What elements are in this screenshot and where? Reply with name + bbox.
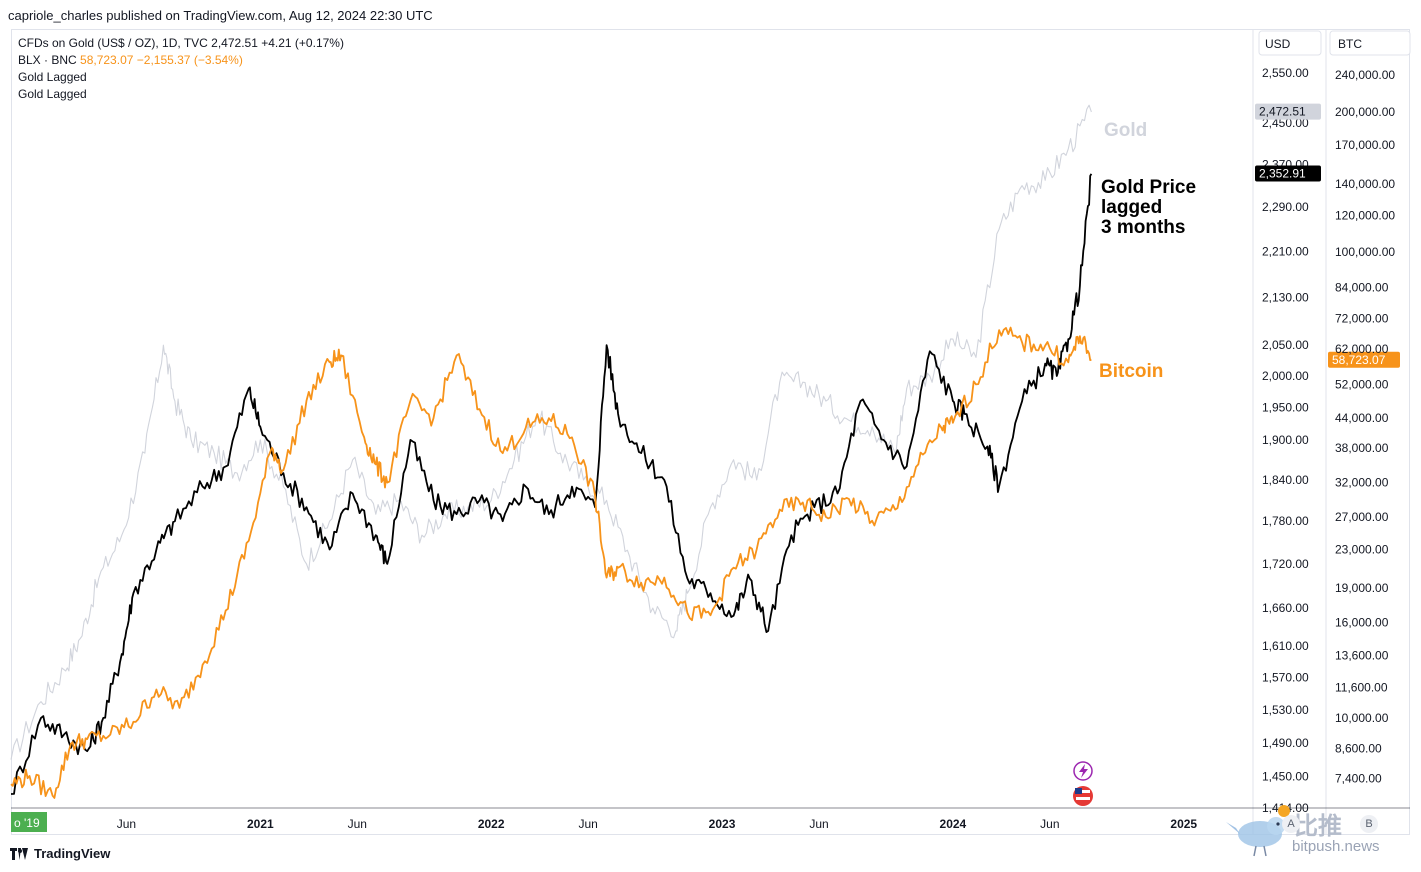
x-tick-label: Jun (117, 817, 136, 831)
x-tick-label: 2025 (1170, 817, 1197, 831)
x-tick-label: Jun (348, 817, 367, 831)
annotation-gold: Gold (1104, 120, 1147, 141)
btc-tick-label: 52,000.00 (1335, 377, 1389, 391)
usd-currency-box[interactable] (1258, 30, 1322, 56)
x-tick-label: 2022 (478, 817, 505, 831)
btc-tick-label: 27,000.00 (1335, 510, 1389, 524)
btc-tick-label: 62,000.00 (1335, 342, 1389, 356)
flag-canton (1075, 788, 1082, 794)
range-start-box[interactable] (11, 812, 47, 832)
gold-price-tag-label: 2,472.51 (1259, 105, 1306, 119)
annotation-gold-lagged-line: Gold Price (1101, 177, 1196, 198)
usd-tick-label: 1,720.00 (1262, 557, 1309, 571)
chart-legend: CFDs on Gold (US$ / OZ), 1D, TVC 2,472.5… (18, 35, 344, 103)
legend-gold-change: +4.21 (+0.17%) (261, 36, 344, 50)
btc-tick-label: 13,600.00 (1335, 649, 1389, 663)
usd-tick-label: 2,290.00 (1262, 200, 1309, 214)
tradingview-icon (10, 847, 28, 860)
x-tick-label: 2024 (940, 817, 967, 831)
usd-tick-label: 1,950.00 (1262, 401, 1309, 415)
usd-tick-label: 1,660.00 (1262, 601, 1309, 615)
gold-price-tag-box (1255, 103, 1321, 120)
flag-stripe (1076, 790, 1090, 793)
auto-scale-button[interactable]: A (1282, 815, 1300, 833)
usd-tick-label: 2,210.00 (1262, 245, 1309, 259)
btc-tick-label: 11,600.00 (1335, 681, 1388, 695)
publisher-header: capriole_charles published on TradingVie… (8, 8, 433, 23)
usd-tick-label: 2,550.00 (1262, 66, 1309, 80)
usd-tick-label: 1,450.00 (1262, 770, 1309, 784)
annotation-gold-lagged-line: lagged (1101, 197, 1162, 218)
btc-price-tag-label: 58,723.07 (1332, 353, 1386, 367)
chart-frame[interactable] (11, 29, 1410, 835)
flag-stripe (1076, 797, 1090, 800)
legend-gold-symbol: CFDs on Gold (US$ / OZ), 1D, TVC (18, 36, 208, 50)
usd-tick-label: 2,000.00 (1262, 369, 1309, 383)
legend-lagged-row-2[interactable]: Gold Lagged (18, 87, 87, 101)
btc-tick-label: 72,000.00 (1335, 312, 1389, 326)
b-button[interactable]: B (1360, 815, 1378, 833)
usd-tick-label: 1,900.00 (1262, 433, 1309, 447)
btc-currency-box[interactable] (1329, 30, 1411, 56)
bitpush-site-text: bitpush.news (1292, 838, 1380, 855)
tradingview-logo[interactable]: TradingView (10, 846, 110, 861)
lightning-icon (1079, 764, 1088, 778)
annotation-gold-lagged-line: 3 months (1101, 217, 1185, 238)
bitpush-cn-text: 比推 (1294, 813, 1342, 840)
btc-tick-label: 100,000.00 (1335, 245, 1395, 259)
usd-tick-label: 1,490.00 (1262, 736, 1309, 750)
btc-tick-label: 38,000.00 (1335, 441, 1389, 455)
usd-tick-label: 2,050.00 (1262, 338, 1309, 352)
usd-currency-label: USD (1265, 37, 1291, 51)
gold-lagged-price-tag-box (1255, 165, 1321, 182)
btc-currency-label: BTC (1338, 37, 1362, 51)
legend-btc-symbol: BLX · BNC (18, 53, 77, 67)
x-tick-label: Jun (1040, 817, 1059, 831)
usd-tick-label: 1,840.00 (1262, 473, 1309, 487)
bird-icon (1226, 805, 1294, 857)
range-start-label: o '19 (14, 816, 40, 830)
btc-tick-label: 10,000.00 (1335, 711, 1389, 725)
btc-tick-label: 200,000.00 (1335, 105, 1395, 119)
x-tick-label: Jun (578, 817, 597, 831)
legend-btc-price: 58,723.07 (80, 53, 134, 67)
legend-lagged-row-1[interactable]: Gold Lagged (18, 70, 87, 84)
btc-price-tag-box (1328, 351, 1400, 368)
btc-tick-label: 8,600.00 (1335, 741, 1382, 755)
btc-tick-label: 7,400.00 (1335, 772, 1382, 786)
btc-tick-label: 23,000.00 (1335, 542, 1389, 556)
usd-tick-label: 1,570.00 (1262, 671, 1309, 685)
series-line-gold-lagged[interactable] (10, 173, 1093, 795)
annotation-bitcoin: Bitcoin (1099, 361, 1163, 382)
legend-btc-change: −2,155.37 (−3.54%) (136, 53, 243, 67)
btc-tick-label: 170,000.00 (1335, 138, 1395, 152)
x-tick-label: Jun (809, 817, 828, 831)
btc-tick-label: 240,000.00 (1335, 68, 1395, 82)
usd-tick-label: 1,530.00 (1262, 703, 1309, 717)
btc-tick-label: 140,000.00 (1335, 177, 1395, 191)
legend-gold-row[interactable]: CFDs on Gold (US$ / OZ), 1D, TVC 2,472.5… (18, 35, 344, 52)
x-tick-label: 2021 (247, 817, 274, 831)
btc-tick-label: 44,000.00 (1335, 411, 1389, 425)
usd-tick-label: 1,610.00 (1262, 639, 1309, 653)
bitpush-watermark (1226, 804, 1416, 866)
usd-tick-label: 1,780.00 (1262, 514, 1309, 528)
btc-tick-label: 19,000.00 (1335, 581, 1389, 595)
btc-tick-label: 120,000.00 (1335, 208, 1395, 222)
x-tick-label: 2023 (709, 817, 736, 831)
legend-btc-row[interactable]: BLX · BNC 58,723.07 −2,155.37 (−3.54%) (18, 52, 344, 69)
btc-tick-label: 16,000.00 (1335, 616, 1389, 630)
series-line-bitcoin[interactable] (10, 326, 1092, 799)
btc-tick-label: 32,000.00 (1335, 476, 1389, 490)
series-line-gold[interactable] (10, 104, 1092, 760)
legend-gold-price: 2,472.51 (211, 36, 258, 50)
gold-lagged-price-tag-label: 2,352.91 (1259, 166, 1306, 180)
tradingview-brand: TradingView (34, 846, 111, 861)
usd-tick-label: 2,130.00 (1262, 290, 1309, 304)
btc-tick-label: 84,000.00 (1335, 280, 1389, 294)
